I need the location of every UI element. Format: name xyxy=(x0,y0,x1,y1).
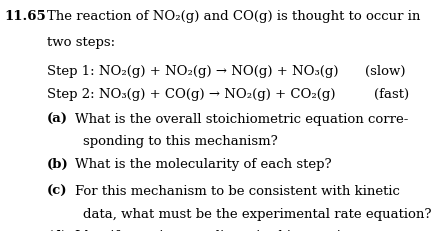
Text: What is the overall stoichiometric equation corre-: What is the overall stoichiometric equat… xyxy=(75,113,409,126)
Text: (fast): (fast) xyxy=(374,88,409,101)
Text: (d): (d) xyxy=(47,230,69,231)
Text: (b): (b) xyxy=(47,158,69,171)
Text: 11.65: 11.65 xyxy=(4,10,46,23)
Text: Step 1: NO₂(g) + NO₂(g) → NO(g) + NO₃(g): Step 1: NO₂(g) + NO₂(g) → NO(g) + NO₃(g) xyxy=(47,65,339,78)
Text: data, what must be the experimental rate equation?: data, what must be the experimental rate… xyxy=(83,208,431,221)
Text: For this mechanism to be consistent with kinetic: For this mechanism to be consistent with… xyxy=(75,185,400,198)
Text: (slow): (slow) xyxy=(365,65,405,78)
Text: sponding to this mechanism?: sponding to this mechanism? xyxy=(83,135,278,148)
Text: (a): (a) xyxy=(47,113,68,126)
Text: Step 2: NO₃(g) + CO(g) → NO₂(g) + CO₂(g): Step 2: NO₃(g) + CO(g) → NO₂(g) + CO₂(g) xyxy=(47,88,336,101)
Text: The reaction of NO₂(g) and CO(g) is thought to occur in: The reaction of NO₂(g) and CO(g) is thou… xyxy=(47,10,420,23)
Text: (c): (c) xyxy=(47,185,68,198)
Text: What is the molecularity of each step?: What is the molecularity of each step? xyxy=(75,158,332,171)
Text: two steps:: two steps: xyxy=(47,36,115,49)
Text: Identify any intermediates in this reaction.: Identify any intermediates in this react… xyxy=(75,230,362,231)
